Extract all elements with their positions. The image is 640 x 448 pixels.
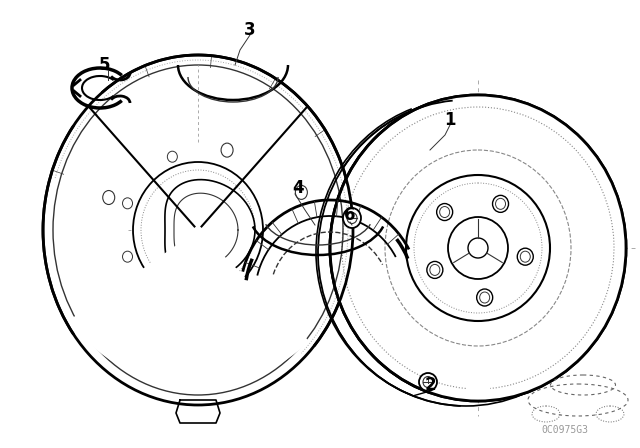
Ellipse shape xyxy=(493,195,509,212)
Ellipse shape xyxy=(343,208,361,228)
Ellipse shape xyxy=(330,95,626,401)
Ellipse shape xyxy=(133,162,263,298)
Ellipse shape xyxy=(477,289,493,306)
Text: 2: 2 xyxy=(424,376,436,394)
Ellipse shape xyxy=(436,203,452,220)
Ellipse shape xyxy=(43,55,353,405)
Ellipse shape xyxy=(427,262,443,278)
Ellipse shape xyxy=(419,373,437,391)
Ellipse shape xyxy=(448,217,508,279)
Wedge shape xyxy=(69,227,309,387)
Ellipse shape xyxy=(468,238,488,258)
Ellipse shape xyxy=(406,175,550,321)
Ellipse shape xyxy=(330,95,626,401)
Text: 6: 6 xyxy=(344,206,356,224)
Text: 1: 1 xyxy=(444,111,456,129)
Text: 5: 5 xyxy=(99,56,111,74)
Text: 0C0975G3: 0C0975G3 xyxy=(541,425,589,435)
Text: 4: 4 xyxy=(292,179,304,197)
Text: 3: 3 xyxy=(244,21,256,39)
Ellipse shape xyxy=(517,248,533,265)
